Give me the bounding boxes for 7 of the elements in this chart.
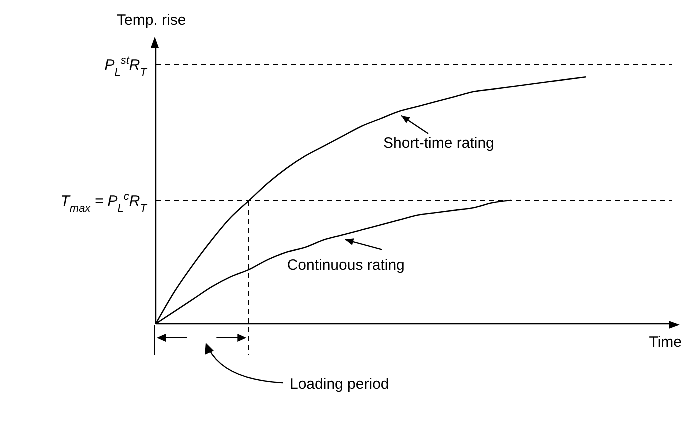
ref-line-label: T$_{max}$ = P$_{L}$$^{c}$R$_{T}$ bbox=[60, 191, 148, 216]
x-axis-title: Time bbox=[649, 334, 682, 351]
text: Loading period bbox=[290, 376, 390, 393]
legend-label: Short-time rating bbox=[384, 134, 494, 152]
legend-label: Continuous rating bbox=[287, 256, 405, 274]
y-axis-title: Temp. rise bbox=[117, 12, 186, 29]
ref-line-label: P$_{L}$$^{st}$R$_{T}$ bbox=[104, 54, 148, 79]
